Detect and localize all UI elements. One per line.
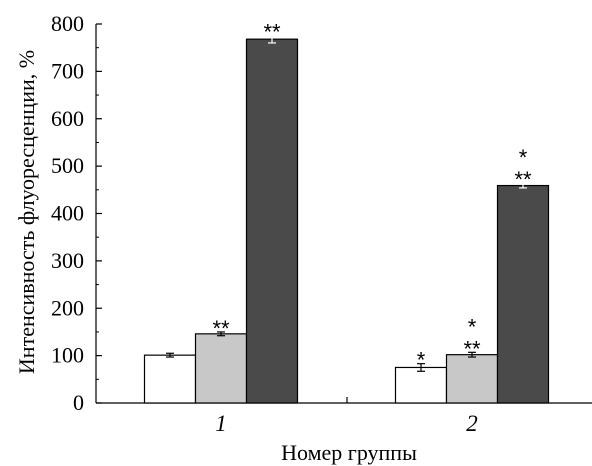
bars	[143, 34, 550, 404]
significance-label: *	[519, 145, 528, 170]
bar	[496, 184, 550, 404]
axes: 0 100 200 300 400 500 600 700 800	[51, 11, 592, 415]
significance-label: *	[417, 348, 426, 373]
y-tick-label: 100	[51, 343, 84, 368]
significance-label: **	[263, 19, 281, 44]
significance-label: **	[463, 336, 481, 361]
y-tick-label: 200	[51, 295, 84, 320]
x-category-label: 1	[215, 411, 227, 436]
y-axis-title: Интенсивность флуоресценции, %	[14, 50, 39, 374]
y-tick-label: 700	[51, 58, 84, 83]
y-tick-label: 600	[51, 106, 84, 131]
y-tick-label: 800	[51, 11, 84, 36]
bar	[143, 354, 197, 404]
y-tick-label: 300	[51, 248, 84, 273]
bar	[194, 333, 248, 404]
bar	[394, 366, 448, 404]
significance-label: *	[468, 314, 477, 339]
x-axis-title: Номер группы	[281, 440, 417, 465]
significance-label: **	[514, 167, 532, 192]
y-tick-label: 400	[51, 201, 84, 226]
x-category-label: 2	[466, 411, 478, 436]
y-tick-label: 500	[51, 153, 84, 178]
significance-label: **	[212, 316, 230, 341]
bar	[445, 354, 499, 404]
labels: ****1* ******2	[212, 19, 532, 436]
bar	[245, 38, 299, 404]
y-tick-label: 0	[73, 390, 84, 415]
